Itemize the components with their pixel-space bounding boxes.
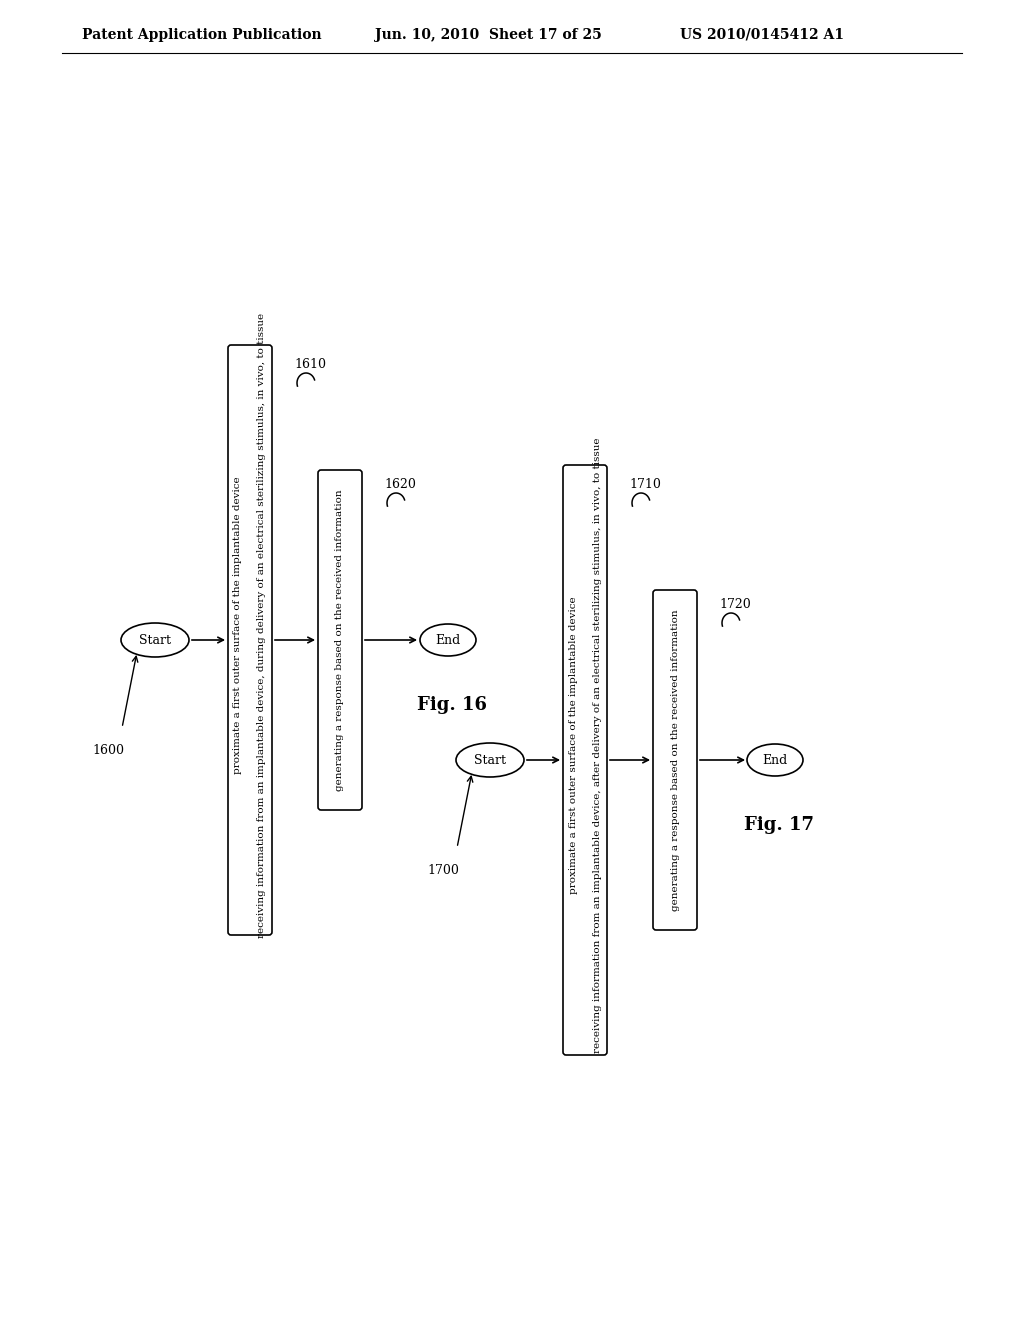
Text: proximate a first outer surface of the implantable device: proximate a first outer surface of the i…: [233, 477, 243, 774]
Text: proximate a first outer surface of the implantable device: proximate a first outer surface of the i…: [568, 597, 578, 894]
Text: 1620: 1620: [384, 479, 416, 491]
Text: US 2010/0145412 A1: US 2010/0145412 A1: [680, 28, 844, 42]
FancyBboxPatch shape: [228, 345, 272, 935]
Text: Patent Application Publication: Patent Application Publication: [82, 28, 322, 42]
Text: End: End: [435, 634, 461, 647]
Text: receiving information from an implantable device, after delivery of an electrica: receiving information from an implantabl…: [593, 437, 601, 1053]
Text: Fig. 17: Fig. 17: [744, 816, 814, 834]
FancyBboxPatch shape: [563, 465, 607, 1055]
Text: 1700: 1700: [427, 863, 459, 876]
Text: 1720: 1720: [719, 598, 751, 611]
Ellipse shape: [121, 623, 189, 657]
Ellipse shape: [456, 743, 524, 777]
Text: Jun. 10, 2010  Sheet 17 of 25: Jun. 10, 2010 Sheet 17 of 25: [375, 28, 602, 42]
Ellipse shape: [420, 624, 476, 656]
Text: generating a response based on the received information: generating a response based on the recei…: [336, 490, 344, 791]
Ellipse shape: [746, 744, 803, 776]
Text: End: End: [763, 754, 787, 767]
FancyBboxPatch shape: [653, 590, 697, 931]
Text: 1710: 1710: [629, 479, 660, 491]
Text: Fig. 16: Fig. 16: [417, 696, 487, 714]
Text: Start: Start: [139, 634, 171, 647]
Text: 1610: 1610: [294, 359, 326, 371]
Text: 1600: 1600: [92, 743, 124, 756]
Text: generating a response based on the received information: generating a response based on the recei…: [671, 610, 680, 911]
FancyBboxPatch shape: [318, 470, 362, 810]
Text: receiving information from an implantable device, during delivery of an electric: receiving information from an implantabl…: [257, 313, 266, 937]
Text: Start: Start: [474, 754, 506, 767]
